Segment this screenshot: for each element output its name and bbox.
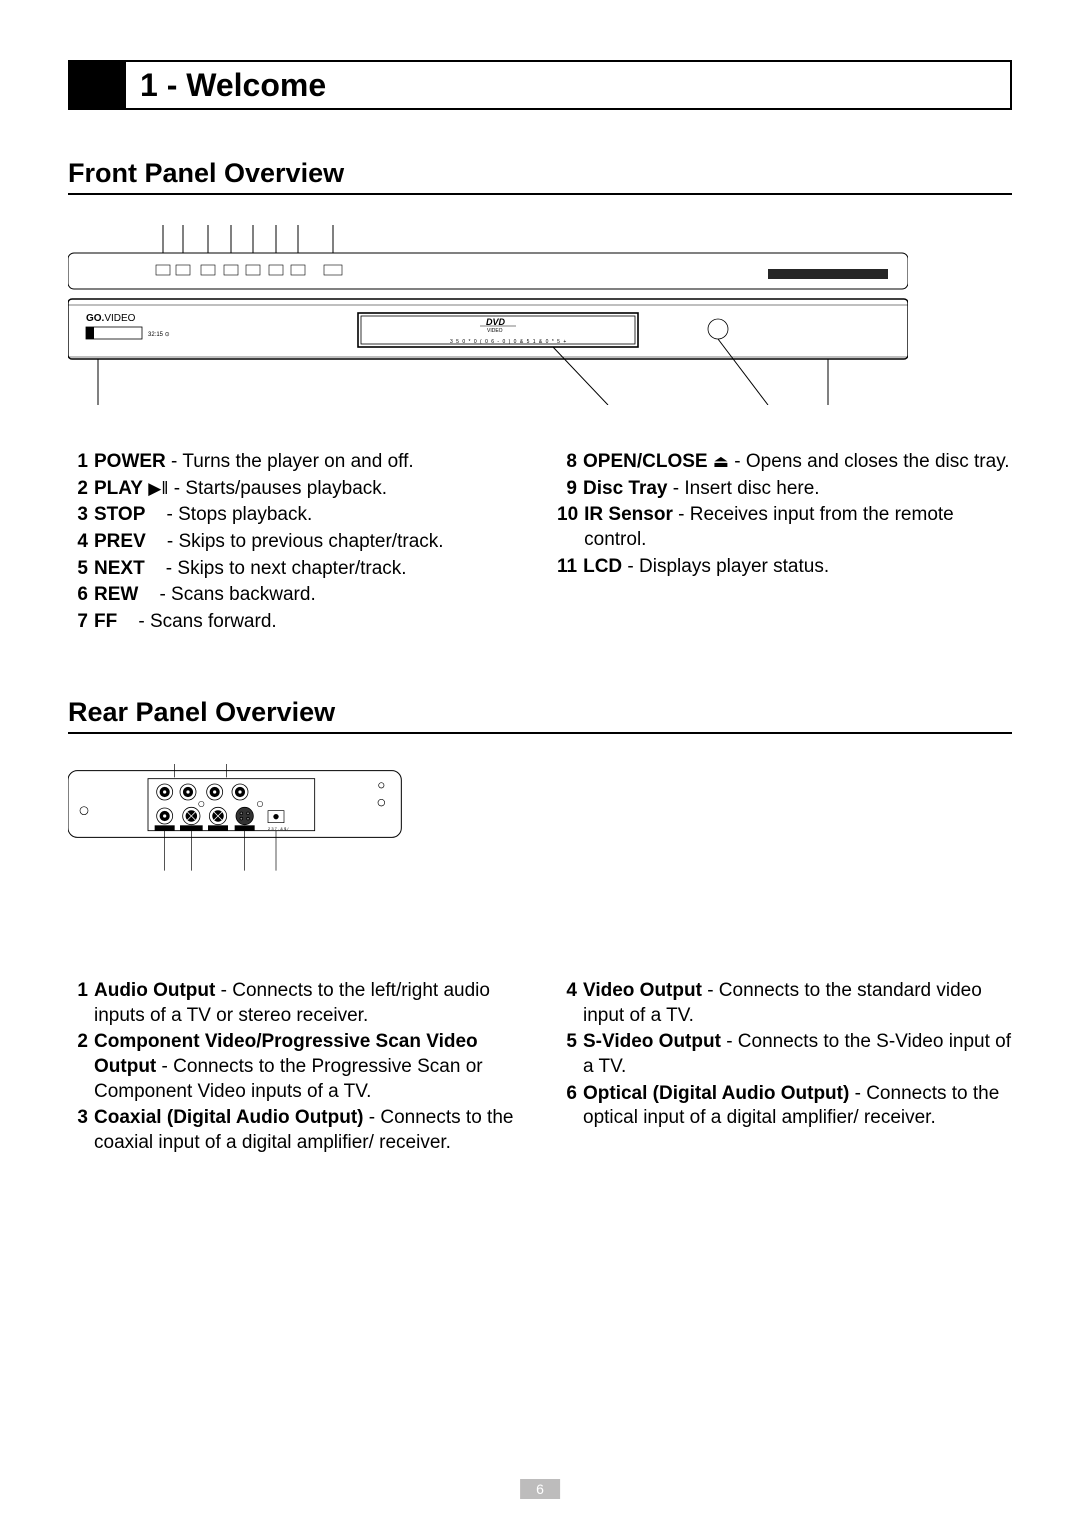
list-item: 1Audio Output - Connects to the left/rig… (68, 979, 523, 1028)
list-item: 9Disc Tray - Insert disc here. (557, 477, 1012, 502)
rear-items: 1Audio Output - Connects to the left/rig… (68, 979, 1012, 1158)
svg-text:32:15 ⊙: 32:15 ⊙ (148, 332, 170, 338)
list-item: 10IR Sensor - Receives input from the re… (557, 503, 1012, 552)
chapter-name: Welcome (186, 67, 326, 104)
list-item: 6REW - Scans backward. (68, 583, 523, 608)
front-panel-diagram: GO.VIDEO 32:15 ⊙ DVD VIDEO 3 5 0 * 0 ( 0… (68, 225, 1012, 410)
list-item: 5S-Video Output - Connects to the S-Vide… (557, 1030, 1012, 1079)
front-heading: Front Panel Overview (68, 158, 1012, 189)
manual-page: 1 - Welcome Front Panel Overview (0, 0, 1080, 1527)
svg-text:DVD: DVD (486, 317, 506, 327)
play-pause-icon: ▶ǁ (148, 479, 168, 498)
svg-text:VIDEO: VIDEO (487, 328, 503, 334)
rear-right-col: 4Video Output - Connects to the standard… (557, 979, 1012, 1158)
list-item: 4PREV - Skips to previous chapter/track. (68, 530, 523, 555)
page-number: 6 (520, 1479, 560, 1499)
rear-panel-diagram: 2 3 7 . & $ / (68, 764, 1012, 939)
front-rule (68, 193, 1012, 195)
chapter-header: 1 - Welcome (68, 60, 1012, 110)
eject-icon: ⏏ (713, 452, 729, 471)
list-item: 3STOP - Stops playback. (68, 503, 523, 528)
svg-text:3 5 0 * 0 ( 0 6 - 0 ) 0 & 5: 3 5 0 * 0 ( 0 6 - 0 ) 0 & 5 1 & 0 * 5 + (450, 339, 567, 345)
list-item: 11LCD - Displays player status. (557, 555, 1012, 580)
chapter-black-box (70, 62, 126, 108)
brand-text: GO.VIDEO (86, 313, 136, 324)
list-item: 5NEXT - Skips to next chapter/track. (68, 557, 523, 582)
rear-rule (68, 732, 1012, 734)
front-right-col: 8OPEN/CLOSE ⏏ - Opens and closes the dis… (557, 450, 1012, 637)
list-item: 1POWER - Turns the player on and off. (68, 450, 523, 475)
svg-text:2 3 7 . & $ /: 2 3 7 . & $ / (268, 826, 289, 831)
chapter-number: 1 (140, 67, 158, 104)
front-items: 1POWER - Turns the player on and off. 2P… (68, 450, 1012, 637)
front-left-col: 1POWER - Turns the player on and off. 2P… (68, 450, 523, 637)
chapter-title: 1 - Welcome (126, 62, 326, 108)
list-item: 6Optical (Digital Audio Output) - Connec… (557, 1082, 1012, 1131)
list-item: 2PLAY ▶ǁ - Starts/pauses playback. (68, 477, 523, 502)
list-item: 2Component Video/Progressive Scan Video … (68, 1030, 523, 1104)
chapter-separator: - (158, 67, 186, 104)
list-item: 4Video Output - Connects to the standard… (557, 979, 1012, 1028)
rear-heading: Rear Panel Overview (68, 697, 1012, 728)
list-item: 3Coaxial (Digital Audio Output) - Connec… (68, 1106, 523, 1155)
rear-left-col: 1Audio Output - Connects to the left/rig… (68, 979, 523, 1158)
list-item: 8OPEN/CLOSE ⏏ - Opens and closes the dis… (557, 450, 1012, 475)
list-item: 7FF - Scans forward. (68, 610, 523, 635)
